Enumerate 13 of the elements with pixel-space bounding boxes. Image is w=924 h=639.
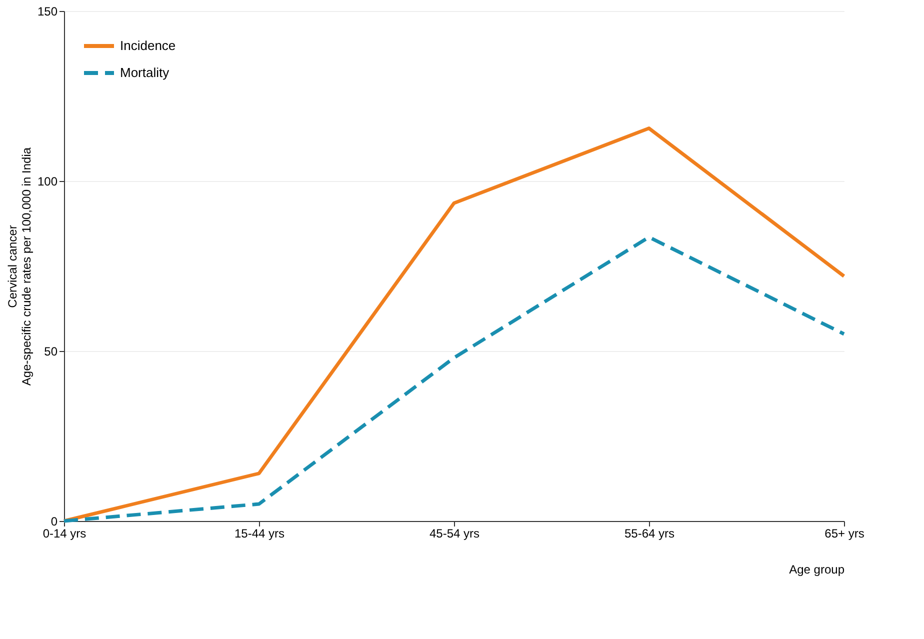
y-tick-label: 150 [37, 4, 58, 18]
y-axis-title: Cervical cancer Age-specific crude rates per 100,000 in India [5, 147, 34, 386]
y-tick-label: 0 [50, 514, 58, 528]
x-tick-label: 55-64 yrs [624, 526, 675, 540]
x-tick-label: 45-54 yrs [429, 526, 480, 540]
y-tick-label: 50 [44, 344, 58, 358]
y-tick-label: 100 [37, 174, 58, 188]
x-axis-title: Age group [789, 562, 845, 576]
x-tick-label: 0-14 yrs [42, 526, 86, 540]
x-tick-label: 65+ yrs [824, 526, 864, 540]
legend-label: Mortality [120, 65, 170, 80]
x-tick-label: 15-44 yrs [234, 526, 285, 540]
legend-label: Incidence [120, 38, 176, 53]
